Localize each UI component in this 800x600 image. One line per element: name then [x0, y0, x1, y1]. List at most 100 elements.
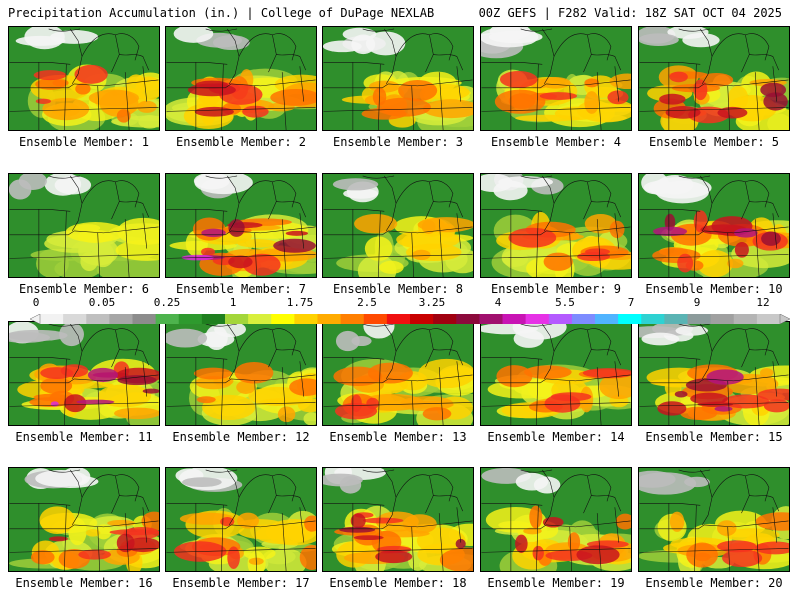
- ensemble-member-label: Ensemble Member: 19: [487, 576, 625, 590]
- boundary-line: [481, 402, 631, 407]
- precip-contour: [669, 71, 688, 83]
- colorbar-left-arrow: [29, 313, 41, 325]
- ensemble-member-label: Ensemble Member: 10: [645, 282, 783, 296]
- boundary-line: [569, 85, 572, 130]
- precip-contour: [64, 394, 87, 413]
- colorbar-bin: [63, 314, 87, 324]
- ensemble-member-map: [322, 467, 474, 572]
- dry-area: [667, 27, 709, 39]
- boundary-line: [166, 520, 316, 530]
- dry-area: [481, 174, 513, 193]
- boundary-line: [115, 33, 140, 61]
- boundary-line: [323, 62, 385, 65]
- ensemble-member-label: Ensemble Member: 13: [329, 430, 467, 444]
- ensemble-member-map: [8, 467, 160, 572]
- colorbar-tick-label: 9: [693, 296, 701, 309]
- precip-contour: [202, 394, 256, 421]
- boundary-line: [9, 79, 159, 89]
- boundary-line: [64, 64, 67, 130]
- ensemble-member-map: [165, 321, 317, 426]
- precip-field: [639, 27, 789, 130]
- ensemble-member-map: [480, 26, 632, 131]
- boundary-line: [542, 175, 555, 232]
- colorbar-bin: [502, 314, 527, 324]
- dry-area: [35, 470, 88, 488]
- colorbar-bin: [109, 314, 133, 324]
- boundary-line: [48, 323, 81, 327]
- boundary-line: [520, 323, 553, 327]
- precip-field: [9, 27, 159, 130]
- ensemble-member-label: Ensemble Member: 20: [645, 576, 783, 590]
- boundary-line: [323, 226, 473, 236]
- precip-contour: [333, 366, 383, 387]
- precip-contour: [78, 549, 111, 560]
- precip-contour: [33, 70, 67, 81]
- boundary-line: [694, 359, 697, 425]
- boundary-line: [639, 254, 789, 259]
- precip-contour: [412, 249, 431, 261]
- precip-contour: [77, 229, 113, 243]
- precip-contour: [364, 236, 393, 261]
- colorbar-bin: [525, 314, 550, 324]
- boundary-line: [119, 495, 150, 512]
- boundary-line: [591, 54, 622, 71]
- dry-area: [339, 476, 362, 494]
- ensemble-member-label: Ensemble Member: 5: [648, 135, 780, 149]
- precip-contour: [234, 361, 274, 384]
- precip-contour: [299, 544, 316, 570]
- boundary-line: [694, 211, 697, 277]
- precip-contour: [567, 532, 581, 552]
- boundary-line: [745, 328, 770, 356]
- colorbar-bin: [178, 314, 203, 324]
- precip-contour: [194, 106, 234, 117]
- precip-contour: [515, 534, 528, 553]
- boundary-line: [9, 357, 71, 360]
- boundary-line: [481, 107, 631, 112]
- ensemble-member-label: Ensemble Member: 7: [175, 282, 307, 296]
- precip-contour: [85, 529, 101, 537]
- boundary-line: [614, 507, 620, 543]
- boundary-line: [639, 107, 789, 112]
- boundary-line: [678, 28, 711, 32]
- boundary-line: [678, 175, 711, 179]
- boundary-line: [97, 85, 100, 130]
- boundary-line: [569, 526, 572, 571]
- boundary-line: [395, 474, 434, 514]
- precip-contour: [508, 227, 557, 248]
- ensemble-member-map: [8, 26, 160, 131]
- precip-contour: [421, 220, 436, 234]
- boundary-line: [281, 367, 287, 425]
- colorbar-tick-label: 12: [756, 296, 770, 309]
- precip-contour: [706, 369, 744, 385]
- precip-contour: [220, 516, 235, 527]
- ensemble-member-label: Ensemble Member: 1: [18, 135, 150, 149]
- precip-contour: [523, 527, 542, 535]
- ensemble-member-label: Ensemble Member: 17: [172, 576, 310, 590]
- precip-contour: [755, 541, 789, 555]
- boundary-line: [749, 349, 780, 366]
- boundary-line: [64, 359, 67, 425]
- boundary-line: [142, 66, 148, 102]
- precip-contour: [270, 89, 316, 106]
- boundary-line: [254, 85, 257, 130]
- precip-contour: [40, 367, 74, 379]
- precip-field: [639, 468, 789, 571]
- boundary-line: [9, 374, 159, 384]
- precip-contour: [50, 401, 59, 407]
- precip-contour: [109, 529, 159, 536]
- boundary-line: [238, 474, 277, 514]
- precip-contour: [609, 220, 625, 239]
- dry-area: [9, 329, 68, 342]
- ensemble-member-map: [322, 173, 474, 278]
- precip-contour: [582, 368, 631, 378]
- precip-contour: [48, 536, 68, 542]
- boundary-line: [700, 175, 713, 232]
- boundary-line: [395, 33, 434, 73]
- colorbar-bin: [641, 314, 665, 324]
- boundary-line: [9, 520, 159, 530]
- precip-contour: [228, 219, 245, 237]
- precip-contour: [95, 524, 112, 540]
- colorbar-bin: [410, 314, 434, 324]
- dry-area: [488, 30, 543, 44]
- precip-contour: [237, 239, 278, 248]
